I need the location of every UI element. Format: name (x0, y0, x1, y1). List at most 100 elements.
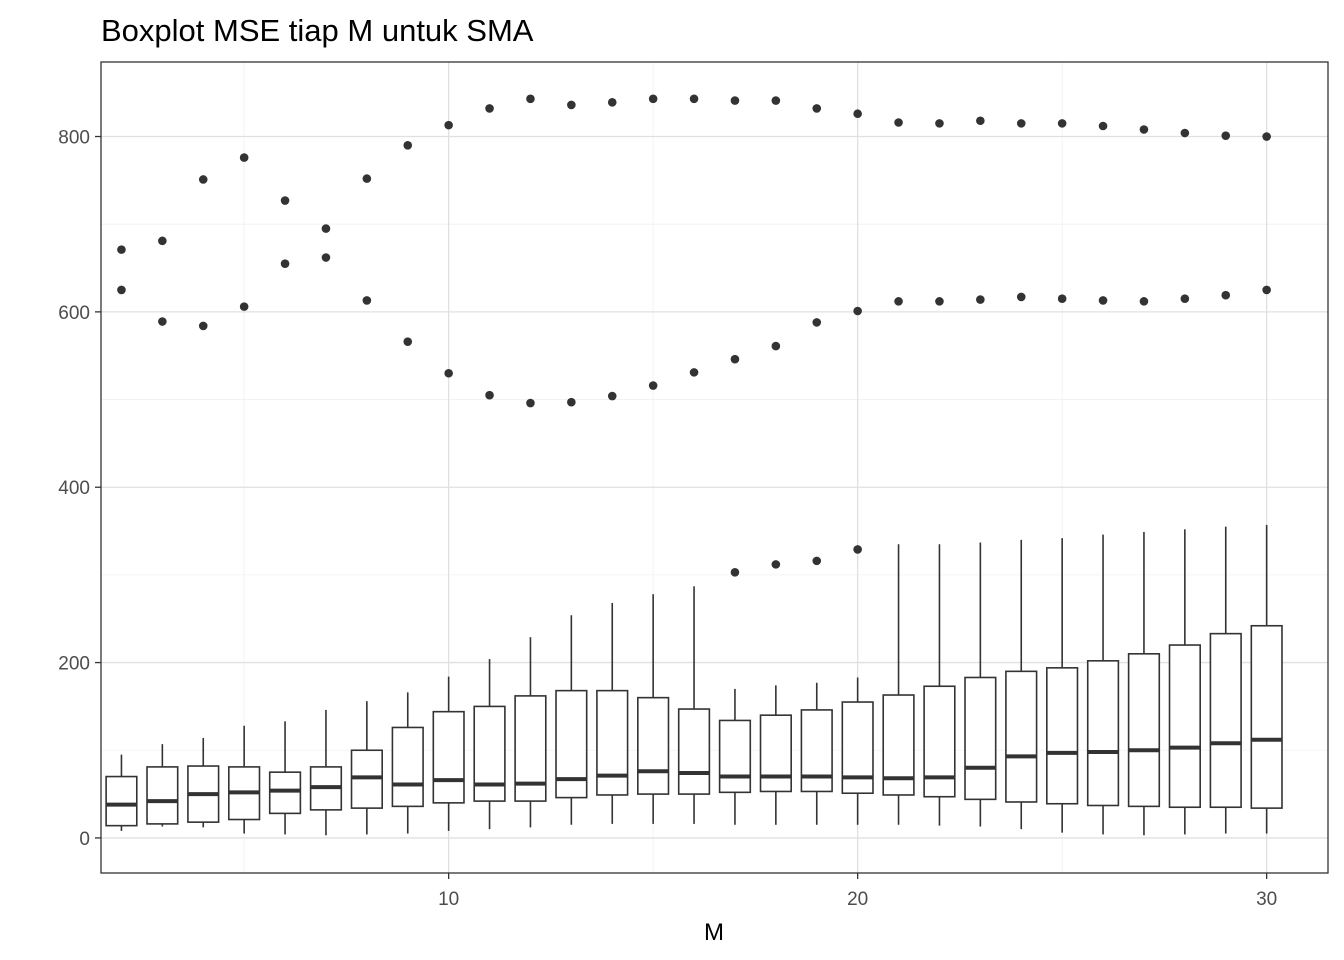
outlier-point (444, 120, 453, 130)
outlier-point (730, 354, 740, 364)
outlier-point (1057, 294, 1067, 304)
outlier-point (485, 390, 494, 400)
box-m-16 (677, 586, 711, 824)
box-m-11 (473, 659, 506, 830)
outlier-point (526, 398, 535, 408)
box-m-24 (1005, 539, 1038, 830)
box-m-18 (759, 685, 792, 825)
outlier-point (567, 100, 576, 110)
x-axis-title: M (704, 919, 724, 946)
box-m-9 (391, 692, 424, 834)
outlier-point (730, 96, 740, 105)
box-iqr (718, 719, 752, 794)
x-tick-label: 30 (1256, 889, 1277, 910)
outlier-point (1221, 131, 1231, 140)
box-m-2 (105, 754, 138, 831)
outlier-point (239, 153, 249, 162)
outlier-point (1221, 290, 1231, 300)
outlier-point (1057, 119, 1067, 128)
outlier-point (812, 318, 822, 327)
outlier-point (771, 96, 781, 105)
box-m-12 (514, 637, 547, 828)
box-iqr (146, 766, 179, 825)
outlier-point (853, 306, 862, 316)
outlier-point (935, 119, 944, 128)
box-iqr (1209, 632, 1242, 809)
outlier-point (485, 104, 494, 113)
chart-title: Boxplot MSE tiap M untuk SMA (101, 13, 534, 48)
outlier-point (1139, 297, 1149, 306)
outlier-point (730, 567, 740, 577)
box-iqr (432, 710, 465, 804)
y-tick-label: 0 (79, 829, 90, 850)
outlier-point (853, 109, 862, 119)
outlier-point (321, 224, 331, 233)
box-m-20 (841, 677, 874, 825)
outlier-point (158, 317, 167, 326)
outlier-point (403, 337, 413, 346)
box-iqr (1046, 667, 1079, 805)
outlier-point (648, 381, 658, 390)
y-axis-ticks: 0 200 400 600 800 (58, 128, 101, 850)
box-m-29 (1209, 526, 1242, 834)
outlier-point (280, 196, 290, 205)
outlier-point (117, 285, 126, 295)
box-m-7 (309, 709, 343, 836)
x-tick-label: 20 (847, 889, 868, 910)
x-tick-label: 10 (438, 889, 459, 910)
box-iqr (1086, 660, 1120, 807)
box-iqr (1127, 653, 1161, 808)
outlier-point (1098, 296, 1108, 305)
y-tick-label: 200 (58, 654, 90, 675)
outlier-point (117, 245, 126, 254)
box-m-22 (923, 544, 956, 826)
box-iqr (391, 726, 424, 808)
box-iqr (1250, 624, 1283, 809)
boxplot-series (105, 524, 1283, 836)
box-m-21 (882, 544, 915, 825)
box-iqr (800, 709, 833, 793)
box-m-10 (432, 676, 465, 831)
outlier-point (976, 295, 985, 304)
box-iqr (677, 708, 711, 795)
outlier-points (117, 94, 1271, 577)
box-iqr (1005, 670, 1038, 803)
outlier-point (198, 321, 208, 331)
box-iqr (473, 705, 506, 802)
outlier-point (362, 174, 372, 183)
box-m-28 (1168, 529, 1201, 835)
outlier-point (526, 94, 535, 104)
outlier-point (198, 175, 208, 184)
box-iqr (105, 775, 138, 827)
x-axis-ticks: 10 20 30 (438, 873, 1277, 910)
box-m-6 (268, 721, 302, 835)
outlier-point (1262, 132, 1271, 141)
outlier-point (853, 545, 862, 554)
outlier-point (1139, 125, 1149, 134)
outlier-point (607, 391, 617, 401)
outlier-point (1180, 294, 1190, 304)
box-m-13 (555, 615, 588, 825)
y-tick-label: 800 (58, 128, 90, 149)
outlier-point (812, 556, 822, 566)
box-m-17 (718, 688, 752, 825)
outlier-point (1262, 285, 1271, 295)
major-gridlines (101, 62, 1328, 873)
box-iqr (1168, 644, 1201, 809)
box-m-14 (596, 602, 629, 824)
box-iqr (841, 701, 874, 795)
outlier-point (976, 116, 985, 126)
panel-border (100, 61, 1329, 874)
box-m-27 (1127, 531, 1161, 836)
box-iqr (268, 771, 302, 815)
box-iqr (759, 714, 792, 793)
outlier-point (894, 118, 903, 127)
outlier-point (771, 560, 781, 569)
outlier-point (607, 98, 617, 107)
outlier-point (1180, 128, 1190, 138)
y-tick-label: 400 (58, 478, 90, 499)
box-m-26 (1086, 534, 1120, 835)
outlier-point (321, 253, 331, 262)
box-m-5 (228, 725, 261, 834)
outlier-point (403, 140, 413, 150)
